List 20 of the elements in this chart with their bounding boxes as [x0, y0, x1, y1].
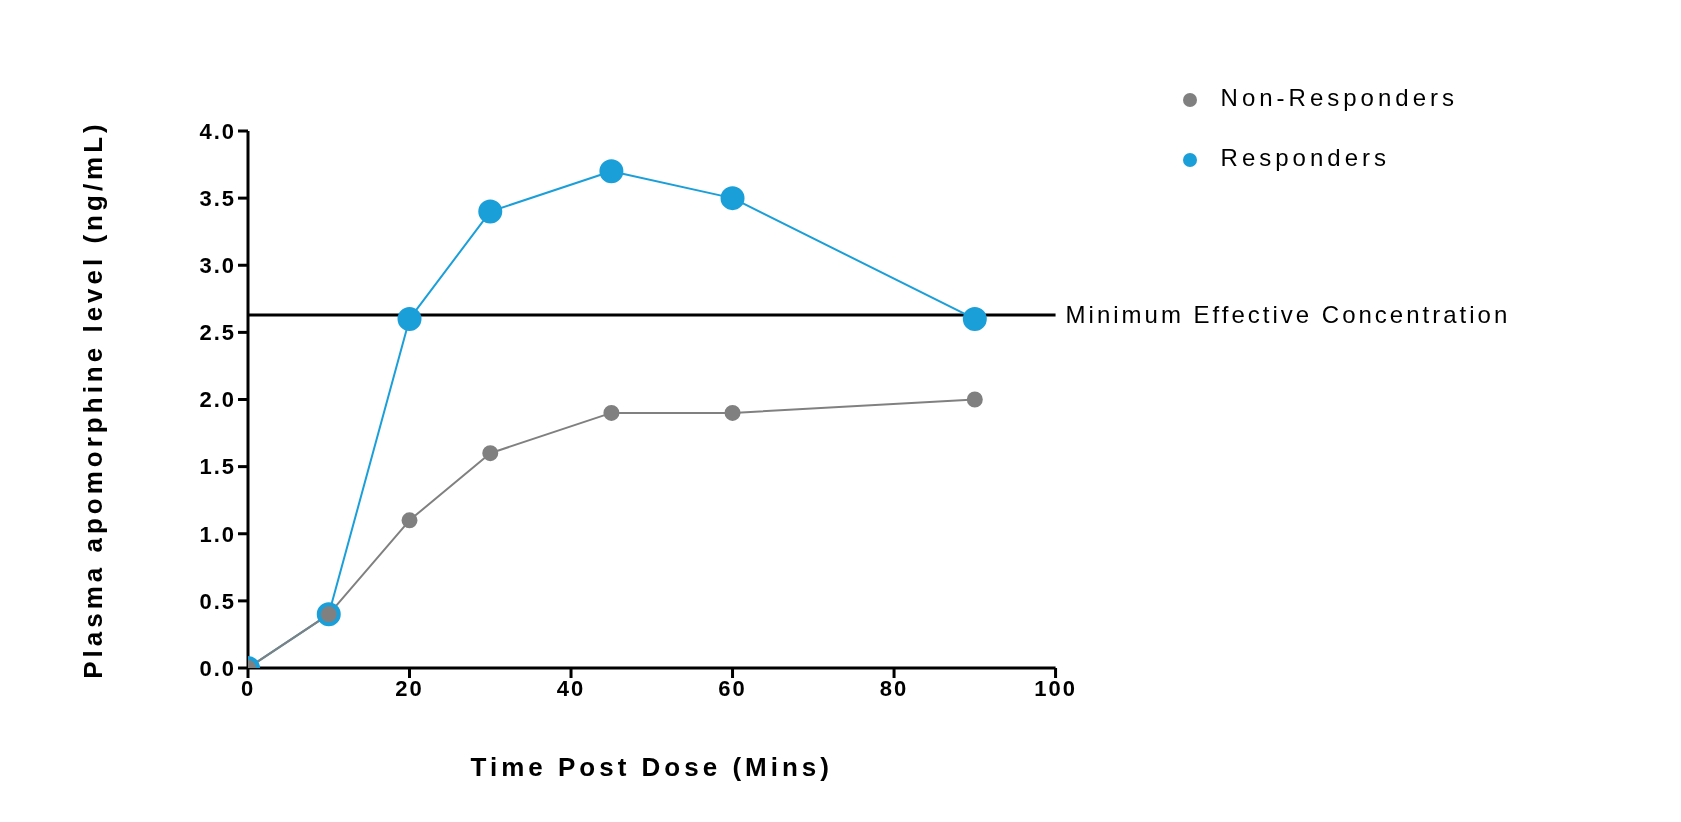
x-axis-title: Time Post Dose (Mins)	[470, 752, 833, 783]
legend-label: Non-Responders	[1220, 84, 1458, 111]
y-tick-label: 0.0	[199, 655, 236, 681]
y-axis-title: Plasma apomorphine level (ng/mL)	[78, 120, 109, 679]
x-tick-label: 60	[718, 675, 747, 701]
legend-label: Responders	[1220, 144, 1390, 171]
x-tick-label: 20	[395, 675, 424, 701]
y-tick-label: 0.5	[199, 588, 236, 614]
y-tick-label: 1.5	[199, 454, 236, 480]
x-tick-label: 100	[1034, 675, 1077, 701]
y-tick-label: 2.5	[199, 320, 236, 346]
y-tick-label: 4.0	[199, 118, 236, 144]
x-tick-label: 0	[240, 675, 256, 701]
y-tick-label: 1.0	[199, 521, 236, 547]
y-tick-label: 2.0	[199, 387, 236, 413]
x-tick-label: 80	[879, 675, 909, 701]
ref-line-label: Minimum Effective Concentration	[1065, 300, 1511, 328]
y-tick-label: 3.5	[199, 185, 236, 211]
y-tick-label: 3.0	[199, 253, 236, 279]
x-tick-label: 40	[556, 675, 586, 701]
